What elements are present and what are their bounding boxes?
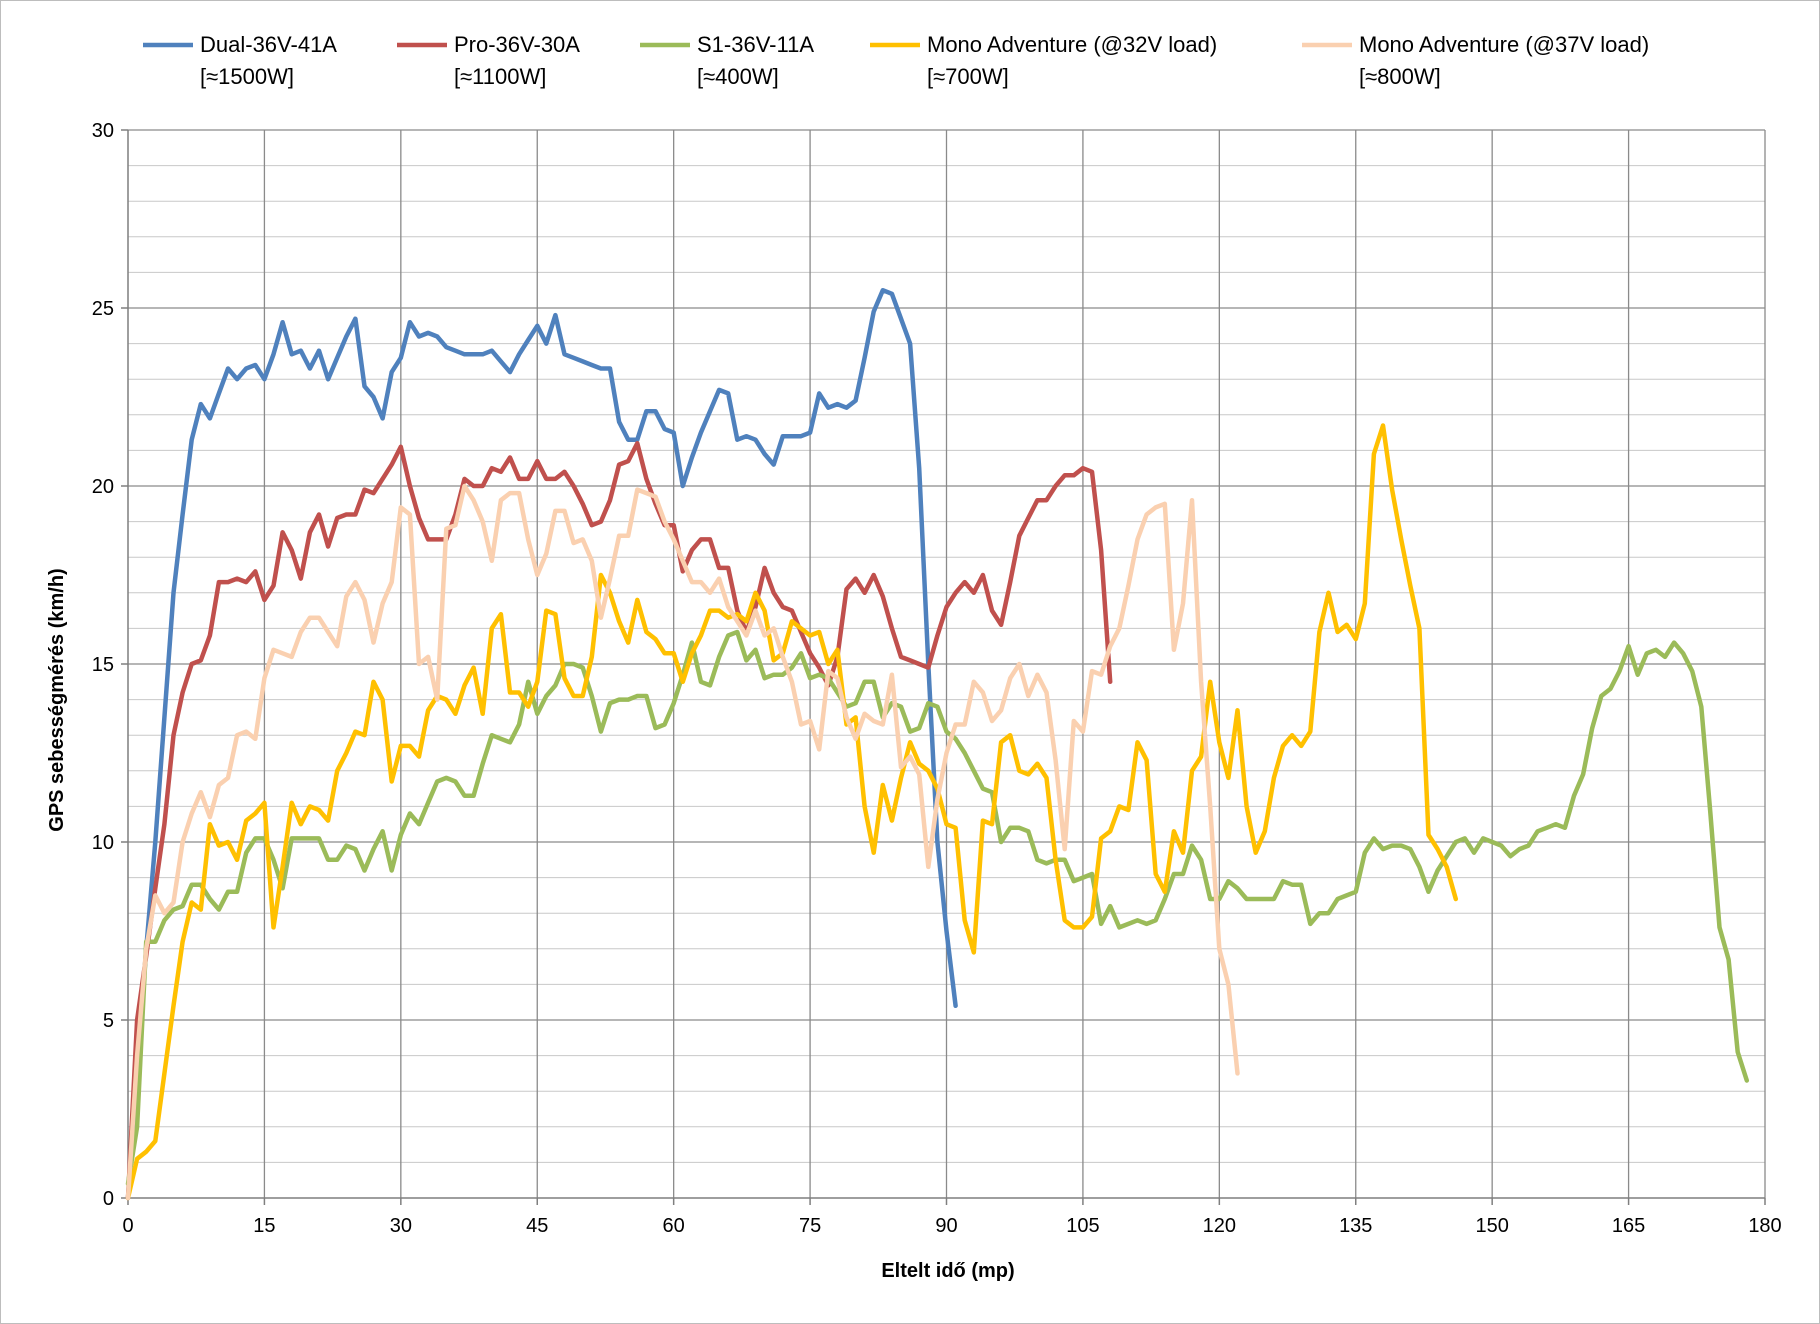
series-line-5 bbox=[125, 483, 1240, 1201]
x-tick-label: 150 bbox=[1475, 1215, 1508, 1237]
legend: Dual-36V-41A [≈1500W] Pro-36V-30A [≈1100W] S… bbox=[143, 32, 1649, 89]
series-line-3 bbox=[125, 629, 1750, 1187]
y-axis-title: GPS sebességmérés (km/h) bbox=[46, 568, 68, 831]
x-tick-label: 15 bbox=[253, 1215, 275, 1237]
x-tick-labels: 0 15 30 45 60 75 90 105 120 135 150 165 180 bbox=[122, 1215, 1781, 1237]
legend-sublabel-3: [≈400W] bbox=[697, 64, 779, 89]
y-tick-label: 0 bbox=[103, 1188, 114, 1210]
x-tick-label: 135 bbox=[1339, 1215, 1372, 1237]
y-tick-label: 5 bbox=[103, 1010, 114, 1032]
x-tick-label: 60 bbox=[663, 1215, 685, 1237]
y-tick-label: 20 bbox=[92, 476, 114, 498]
x-tick-label: 30 bbox=[390, 1215, 412, 1237]
legend-label-5: Mono Adventure (@37V load) bbox=[1359, 32, 1649, 57]
legend-label-3: S1-36V-11A bbox=[697, 32, 814, 57]
y-tick-label: 30 bbox=[92, 120, 114, 142]
legend-sublabel-4: [≈700W] bbox=[927, 64, 1009, 89]
y-tick-label: 15 bbox=[92, 654, 114, 676]
x-tick-label: 45 bbox=[526, 1215, 548, 1237]
legend-sublabel-1: [≈1500W] bbox=[200, 64, 294, 89]
y-tick-label: 25 bbox=[92, 298, 114, 320]
series-line-4 bbox=[125, 423, 1459, 1201]
series-line-2 bbox=[125, 441, 1113, 1201]
legend-label-1: Dual-36V-41A bbox=[200, 32, 337, 57]
x-tick-label: 180 bbox=[1748, 1215, 1781, 1237]
legend-sublabel-2: [≈1100W] bbox=[454, 64, 546, 89]
x-axis-title: Eltelt idő (mp) bbox=[881, 1260, 1014, 1282]
major-gridlines bbox=[128, 129, 1766, 1198]
x-tick-label: 90 bbox=[935, 1215, 957, 1237]
x-tick-label: 75 bbox=[799, 1215, 821, 1237]
x-tick-label: 0 bbox=[122, 1215, 133, 1237]
series-layer bbox=[125, 287, 1750, 1201]
axes bbox=[121, 129, 1766, 1205]
x-tick-label: 105 bbox=[1066, 1215, 1099, 1237]
legend-label-2: Pro-36V-30A bbox=[454, 32, 580, 57]
x-tick-label: 165 bbox=[1612, 1215, 1645, 1237]
x-tick-label: 120 bbox=[1203, 1215, 1236, 1237]
legend-label-4: Mono Adventure (@32V load) bbox=[927, 32, 1217, 57]
y-tick-label: 10 bbox=[92, 832, 114, 854]
legend-sublabel-5: [≈800W] bbox=[1359, 64, 1441, 89]
y-tick-labels: 0 5 10 15 20 25 30 bbox=[92, 120, 114, 1210]
series-line-1 bbox=[125, 287, 958, 1201]
